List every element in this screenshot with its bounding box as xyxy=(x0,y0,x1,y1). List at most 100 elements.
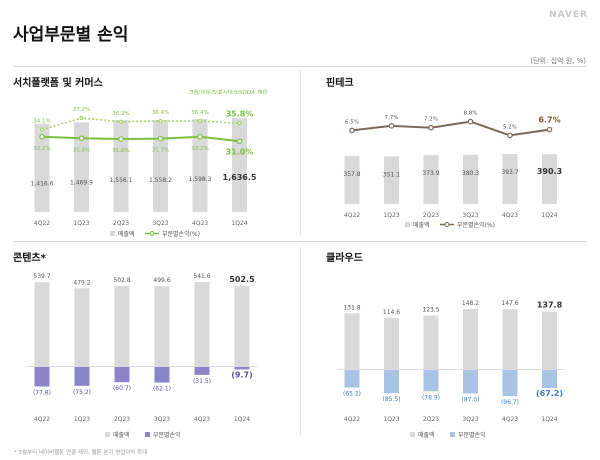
search-margin-point-4Q22 xyxy=(39,133,45,140)
fintech-revenue-label-4Q22: 357.8 xyxy=(343,171,360,178)
content-xtick-1Q23: 1Q23 xyxy=(74,416,90,423)
search-dotted-margin-label-3Q23: 36.4% xyxy=(152,110,169,116)
content-xtick-3Q23: 3Q23 xyxy=(154,416,170,423)
search-legend-margin-marker xyxy=(149,231,155,236)
top-divider xyxy=(13,66,587,67)
fintech-margin-point-2Q23 xyxy=(428,124,434,131)
content-profit-bar-1Q23 xyxy=(74,367,90,386)
cloud-xtick-1Q23: 1Q23 xyxy=(383,416,399,423)
vertical-divider-top xyxy=(300,70,301,236)
search-legend-margin-label: 부문별손익(%) xyxy=(162,230,200,238)
search-dotted-margin-point-4Q22 xyxy=(39,127,45,132)
fintech-margin-point-4Q23 xyxy=(507,132,513,139)
cloud-legend-profit-swatch xyxy=(450,432,455,437)
fintech-revenue-bar-4Q23 xyxy=(502,154,518,204)
footnote: * 3월부터 네이버웹툰 연결 제외, 웹툰 분기 영업이익 확대 xyxy=(14,450,148,456)
content-xtick-1Q24: 1Q24 xyxy=(234,416,250,423)
search-revenue-bar-4Q23 xyxy=(192,118,208,212)
search-margin-label-1Q24: 31.0% xyxy=(226,147,254,156)
search-dotted-margin-point-2Q23 xyxy=(118,119,124,124)
content-profit-label-2Q23: (60.7) xyxy=(113,385,131,392)
fintech-revenue-label-2Q23: 373.9 xyxy=(422,170,439,177)
cloud-xtick-1Q24: 1Q24 xyxy=(541,416,557,423)
content-xtick-4Q23: 4Q23 xyxy=(194,416,210,423)
search-revenue-label-3Q23: 1,558.2 xyxy=(149,177,172,184)
fintech-xtick-2Q23: 2Q23 xyxy=(423,212,439,219)
content-profit-bar-1Q24 xyxy=(234,367,250,370)
cloud-revenue-label-1Q23: 114.6 xyxy=(383,309,400,316)
cloud-profit-label-1Q24: (67.2) xyxy=(536,389,563,398)
search-dotted-margin-point-3Q23 xyxy=(158,118,163,124)
search-xtick-1Q23: 1Q23 xyxy=(73,220,89,227)
search-xtick-4Q22: 4Q22 xyxy=(34,220,50,227)
cloud-profit-label-2Q23: (78.9) xyxy=(422,394,440,401)
content-legend-profit-swatch xyxy=(145,432,150,437)
content-profit-label-1Q23: (75.2) xyxy=(73,389,91,396)
search-revenue-bar-4Q22 xyxy=(34,123,50,212)
search-revenue-bar-2Q23 xyxy=(113,120,129,212)
fintech-legend-revenue-label: 매출액 xyxy=(413,221,430,229)
fintech-xtick-1Q23: 1Q23 xyxy=(383,212,399,219)
content-profit-label-4Q22: (77.8) xyxy=(33,389,51,396)
cloud-revenue-bar-2Q23 xyxy=(423,315,439,369)
search-dotted-margin-label-4Q22: 34.1% xyxy=(33,119,50,125)
cloud-revenue-bar-1Q24 xyxy=(542,311,557,369)
search-revenue-label-1Q24: 1,636.5 xyxy=(223,173,257,182)
cloud-revenue-bar-1Q23 xyxy=(384,317,399,369)
fintech-margin-point-3Q23 xyxy=(467,118,474,125)
fintech-margin-label-4Q22: 6.5% xyxy=(345,119,359,125)
cloud-revenue-label-2Q23: 123.5 xyxy=(422,307,439,314)
search-margin-line xyxy=(41,135,240,143)
content-revenue-label-3Q23: 499.6 xyxy=(153,277,170,284)
cloud-profit-label-1Q23: (85.5) xyxy=(382,396,400,403)
cloud-legend-profit-label: 부문별손익 xyxy=(458,431,486,439)
search-revenue-bar-3Q23 xyxy=(153,120,168,212)
content-xtick-2Q23: 2Q23 xyxy=(114,416,130,423)
fintech-revenue-bar-2Q23 xyxy=(423,155,439,204)
fintech-margin-point-1Q23 xyxy=(388,123,395,129)
cloud-profit-bar-2Q23 xyxy=(423,370,439,392)
cloud-revenue-label-4Q22: 131.8 xyxy=(343,304,360,311)
content-legend-revenue-label: 매출액 xyxy=(113,431,130,439)
cloud-xtick-3Q23: 3Q23 xyxy=(462,416,478,423)
fintech-revenue-label-1Q24: 390.3 xyxy=(537,167,562,176)
search-dotted-margin-label-2Q23: 36.2% xyxy=(112,111,129,117)
fintech-revenue-bar-4Q22 xyxy=(344,156,360,204)
vertical-divider-bottom xyxy=(300,246,301,436)
fintech-revenue-label-1Q23: 351.1 xyxy=(383,171,400,178)
fintech-xtick-1Q24: 1Q24 xyxy=(541,212,557,219)
search-margin-point-4Q23 xyxy=(197,133,203,140)
search-xtick-3Q23: 3Q23 xyxy=(152,220,168,227)
search-revenue-bar-1Q24 xyxy=(232,118,247,212)
search-revenue-label-2Q23: 1,556.1 xyxy=(110,177,133,184)
search-revenue-bar-1Q23 xyxy=(74,122,89,212)
fintech-margin-label-4Q23: 5.2% xyxy=(503,124,517,130)
panel-title-cloud: 클라우드 xyxy=(326,253,363,264)
content-revenue-bar-3Q23 xyxy=(154,286,170,366)
content-profit-label-1Q24: (9.7) xyxy=(231,370,252,379)
panel-title-search-commerce: 서치플랫폼 및 커머스 xyxy=(13,78,103,89)
search-xtick-2Q23: 2Q23 xyxy=(113,220,129,227)
search-legend-revenue-label: 매출액 xyxy=(118,230,135,238)
panel-title-content: 콘텐츠* xyxy=(13,253,46,264)
search-dotted-margin-label-1Q24: 35.8% xyxy=(226,109,254,118)
content-legend-revenue-swatch xyxy=(105,432,110,437)
cloud-legend-revenue-label: 매출액 xyxy=(418,431,435,439)
search-margin-label-3Q23: 31.7% xyxy=(152,148,169,154)
cloud-xtick-4Q23: 4Q23 xyxy=(502,416,518,423)
fintech-margin-label-1Q23: 7.7% xyxy=(385,115,399,121)
fintech-margin-line xyxy=(351,120,550,137)
panel-title-fintech: 핀테크 xyxy=(326,78,354,89)
search-revenue-label-4Q23: 1,598.3 xyxy=(189,176,212,183)
fintech-legend-revenue-swatch xyxy=(405,222,410,227)
search-margin-point-1Q24 xyxy=(236,138,243,145)
cloud-revenue-label-1Q24: 137.8 xyxy=(537,301,563,310)
fintech-revenue-bar-1Q23 xyxy=(384,156,399,204)
fintech-revenue-label-4Q23: 393.7 xyxy=(501,169,518,176)
content-revenue-label-4Q23: 541.6 xyxy=(193,273,210,280)
search-xtick-4Q23: 4Q23 xyxy=(192,220,208,227)
cloud-revenue-bar-4Q23 xyxy=(502,309,518,369)
search-dotted-margin-point-4Q23 xyxy=(197,118,203,124)
content-revenue-bar-1Q24 xyxy=(234,285,250,366)
